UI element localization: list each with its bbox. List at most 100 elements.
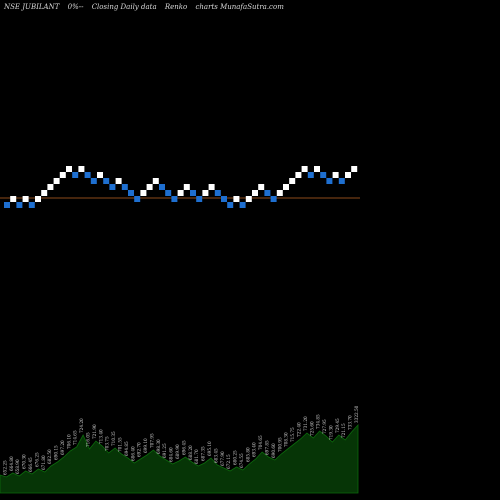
- volume-label: 721.90: [92, 424, 97, 439]
- volume-label: 688.20: [188, 445, 193, 460]
- volume-label: 3322.50: [354, 405, 359, 423]
- renko-brick-down: [128, 190, 134, 196]
- volume-label: 691.25: [162, 443, 167, 458]
- volume-label: 671.80: [41, 455, 46, 470]
- volume-label: 715.75: [290, 427, 295, 442]
- volume-label: 658.90: [15, 459, 20, 474]
- volume-label: 721.15: [341, 423, 346, 438]
- volume-label: 703.75: [105, 436, 110, 451]
- volume-label: 716.05: [86, 432, 91, 447]
- volume-area: [0, 423, 359, 494]
- renko-brick-down: [307, 172, 314, 178]
- renko-brick-down: [221, 196, 227, 202]
- renko-brick-up: [53, 178, 60, 184]
- renko-brick-up: [351, 166, 358, 172]
- renko-brick-up: [301, 166, 308, 172]
- volume-label: 670.30: [22, 454, 27, 469]
- volume-label: 677.90: [220, 451, 225, 466]
- renko-brick-up: [208, 184, 215, 190]
- renko-brick-up: [66, 166, 72, 172]
- renko-brick-up: [10, 196, 17, 202]
- renko-brick-down: [227, 202, 234, 208]
- renko-brick-down: [159, 184, 165, 190]
- chart-kind: Renko: [164, 3, 188, 11]
- renko-brick-up: [146, 184, 153, 190]
- renko-brick-down: [121, 184, 128, 190]
- renko-brick-down: [264, 190, 271, 196]
- renko-brick-up: [314, 166, 320, 172]
- volume-label: 700.95: [277, 437, 282, 452]
- renko-brick-down: [214, 190, 221, 196]
- renko-brick-down: [190, 190, 196, 196]
- renko-brick-up: [345, 172, 351, 178]
- renko-brick-up: [59, 172, 66, 178]
- volume-label: 693.40: [252, 442, 257, 457]
- volume-label: 686.40: [130, 446, 135, 461]
- percent-change: 0%--: [67, 3, 84, 11]
- volume-label: 710.35: [111, 431, 116, 446]
- chart-description: Closing Daily data: [91, 3, 157, 11]
- volume-label: 704.65: [258, 435, 263, 450]
- renko-brick-up: [289, 178, 296, 184]
- volume-label: 690.60: [271, 443, 276, 458]
- renko-brick-up: [183, 184, 190, 190]
- renko-brick-down: [16, 202, 23, 208]
- renko-brick-up: [97, 172, 103, 178]
- renko-brick-down: [4, 202, 10, 208]
- volume-label: 713.40: [98, 429, 103, 444]
- site-credit: charts MunafaSutra.com: [195, 3, 284, 11]
- symbol-label: NSE JUBILANT: [4, 3, 60, 11]
- volume-label: 733.70: [348, 415, 353, 430]
- renko-brick-down: [196, 196, 203, 202]
- renko-brick-up: [22, 196, 29, 202]
- renko-brick-down: [326, 178, 333, 184]
- volume-label: 672.15: [226, 454, 231, 469]
- volume-label: 681.70: [194, 449, 199, 464]
- renko-brick-down: [28, 202, 35, 208]
- volume-label: 722.40: [297, 422, 302, 437]
- renko-brick-up: [283, 184, 289, 190]
- renko-brick-down: [338, 178, 345, 184]
- renko-brick-up: [41, 190, 48, 196]
- renko-brick-up: [35, 196, 41, 202]
- volume-label: 731.20: [303, 416, 308, 431]
- renko-brick-down: [165, 190, 172, 196]
- renko-brick-down: [270, 196, 277, 202]
- renko-brick-up: [276, 190, 283, 196]
- volume-label: 687.35: [201, 446, 206, 461]
- volume-label: 727.95: [322, 419, 327, 434]
- volume-label: 690.15: [54, 445, 59, 460]
- volume-label: 666.45: [28, 457, 33, 472]
- renko-brick-up: [233, 196, 240, 202]
- volume-label: 695.10: [207, 441, 212, 456]
- volume-label: 734.85: [316, 414, 321, 429]
- renko-brick-up: [258, 184, 265, 190]
- volume-label: 660.15: [0, 458, 1, 473]
- volume-label: 683.45: [213, 448, 218, 463]
- renko-brick-up: [245, 196, 252, 202]
- volume-label: 692.70: [137, 442, 142, 457]
- volume-label: 719.30: [328, 425, 333, 440]
- volume-label: 708.30: [284, 432, 289, 447]
- renko-brick-up: [47, 184, 54, 190]
- volume-label: 724.20: [79, 418, 84, 433]
- renko-brick-up: [140, 190, 147, 196]
- renko-brick-down: [90, 178, 97, 184]
- renko-brick-up: [78, 166, 85, 172]
- volume-label: 664.80: [9, 456, 14, 471]
- volume-label: 706.10: [66, 434, 71, 449]
- volume-label: 714.65: [73, 430, 78, 445]
- renko-brick-down: [84, 172, 91, 178]
- volume-label: 680.25: [233, 450, 238, 465]
- volume-label: 725.60: [309, 421, 314, 436]
- volume-label: 729.45: [335, 418, 340, 433]
- renko-brick-down: [134, 196, 141, 202]
- volume-label: 652.25: [2, 460, 7, 475]
- volume-label: 697.85: [265, 440, 270, 455]
- renko-brick-up: [332, 172, 339, 178]
- renko-brick-down: [171, 196, 178, 202]
- volume-label: 707.95: [149, 433, 154, 448]
- volume-label: 685.80: [245, 447, 250, 462]
- volume-label: 676.25: [34, 452, 39, 467]
